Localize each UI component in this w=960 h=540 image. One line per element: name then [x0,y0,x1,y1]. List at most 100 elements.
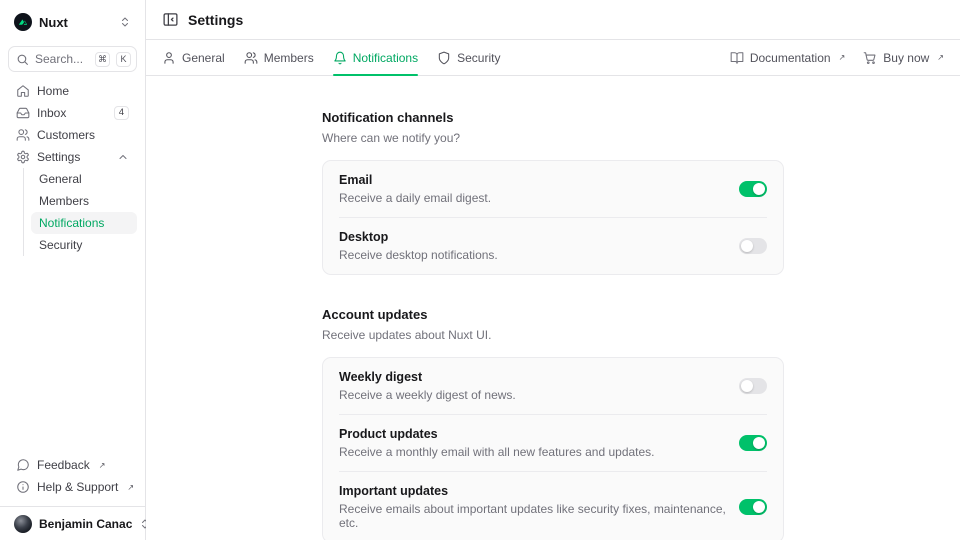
gear-icon [16,150,30,164]
search-icon [16,53,29,66]
section-subtitle: Where can we notify you? [322,131,461,145]
tab-general[interactable]: General [162,40,225,75]
sidebar-item-members[interactable]: Members [31,190,137,212]
setting-title: Product updates [339,427,438,441]
team-switcher[interactable]: Nuxt [8,8,137,36]
sidebar-nav: Home Inbox 4 Customers [8,80,137,256]
setting-text: Product updates Receive a monthly email … [339,427,727,459]
setting-title: Desktop [339,230,389,244]
section-title: Account updates [322,307,428,322]
sidebar-item-inbox[interactable]: Inbox 4 [8,102,137,124]
setting-row-weekly-digest: Weekly digest Receive a weekly digest of… [323,358,783,414]
sidebar-item-customers[interactable]: Customers [8,124,137,146]
sidebar-footer: Feedback ↗ Help & Support ↗ [8,454,137,498]
chevrons-up-down-icon [119,16,131,28]
sidebar-item-label: Security [39,238,83,252]
page-header: Settings [146,0,960,40]
tab-bar: General Members Notifications [146,40,960,76]
sidebar-main: Nuxt Search... ⌘ K Home [0,0,145,506]
sidebar-item-general[interactable]: General [31,168,137,190]
setting-text: Desktop Receive desktop notifications. [339,230,727,262]
setting-text: Important updates Receive emails about i… [339,484,727,530]
section-account-updates: Account updates Receive updates about Nu… [322,307,784,540]
setting-text: Email Receive a daily email digest. [339,173,727,205]
toggle-weekly-digest[interactable] [739,378,767,394]
toggle-important-updates[interactable] [739,499,767,515]
setting-row-product-updates: Product updates Receive a monthly email … [323,415,783,471]
kbd-k: K [116,51,131,67]
page-title: Settings [188,11,244,28]
header-link-label: Documentation [749,50,831,65]
user-avatar [14,514,32,533]
search-placeholder: Search... [35,52,84,66]
tab-members[interactable]: Members [244,40,314,75]
toggle-desktop[interactable] [739,238,767,254]
setting-description: Receive desktop notifications. [339,248,498,262]
section-notification-channels: Notification channels Where can we notif… [322,110,784,275]
setting-title: Weekly digest [339,370,423,384]
chevron-up-icon [117,151,129,163]
setting-row-important-updates: Important updates Receive emails about i… [323,472,783,540]
search-input[interactable]: Search... ⌘ K [8,46,137,72]
tab-security[interactable]: Security [437,40,500,75]
message-bubble-icon [16,458,30,472]
tab-label: Security [457,50,501,65]
toggle-knob [753,183,765,195]
buy-now-link[interactable]: Buy now ↗ [863,51,944,65]
kbd-meta: ⌘ [95,51,110,67]
toggle-knob [753,501,765,513]
sidebar-item-notifications[interactable]: Notifications [31,212,137,234]
sidebar-item-label: Members [39,194,90,208]
main-panel: Settings General Members [146,0,960,540]
tab-label: General [182,50,225,65]
sidebar-item-settings[interactable]: Settings [8,146,137,168]
setting-row-email: Email Receive a daily email digest. [323,161,783,217]
feedback-link[interactable]: Feedback ↗ [8,454,137,476]
documentation-link[interactable]: Documentation ↗ [730,51,845,65]
external-link-icon: ↗ [98,460,106,470]
sidebar: Nuxt Search... ⌘ K Home [0,0,149,540]
tab-notifications[interactable]: Notifications [332,40,419,76]
user-icon [162,51,176,65]
sidebar-collapse-icon[interactable] [162,11,179,28]
user-name: Benjamin Canac [39,516,133,531]
home-icon [16,84,30,98]
users-icon [16,128,30,142]
section-title: Notification channels [322,110,454,125]
settings-subnav: General Members Notifications Security [23,168,137,256]
toggle-knob [741,240,753,252]
setting-description: Receive a monthly email with all new fea… [339,445,655,459]
info-circle-icon [16,480,30,494]
sidebar-item-security[interactable]: Security [31,234,137,256]
sidebar-item-home[interactable]: Home [8,80,137,102]
sidebar-item-label: Home [37,84,70,98]
toggle-knob [741,380,753,392]
row-divider [339,217,767,218]
section-subtitle: Receive updates about Nuxt UI. [322,328,492,342]
setting-title: Important updates [339,484,449,498]
toggle-email[interactable] [739,181,767,197]
sidebar-item-label: Inbox [37,106,67,120]
help-support-link[interactable]: Help & Support ↗ [8,476,137,498]
setting-title: Email [339,173,373,187]
header-link-label: Buy now [883,50,930,65]
sidebar-item-label: General [39,172,82,186]
toggle-knob [753,437,765,449]
toggle-product-updates[interactable] [739,435,767,451]
tab-label: Members [263,50,314,65]
user-menu-button[interactable]: Benjamin Canac [0,506,149,540]
settings-card: Weekly digest Receive a weekly digest of… [322,357,784,540]
inbox-icon [16,106,30,120]
book-open-icon [730,51,744,65]
sidebar-item-label: Settings [37,150,81,164]
footer-link-label: Help & Support [37,480,119,494]
tabs: General Members Notifications [162,40,500,76]
team-name: Nuxt [39,14,68,30]
footer-link-label: Feedback [37,458,90,472]
external-link-icon: ↗ [127,482,135,492]
external-link-icon: ↗ [937,53,944,62]
sidebar-item-label: Customers [37,128,96,142]
inbox-count-badge: 4 [113,106,129,120]
users-icon [244,51,258,65]
